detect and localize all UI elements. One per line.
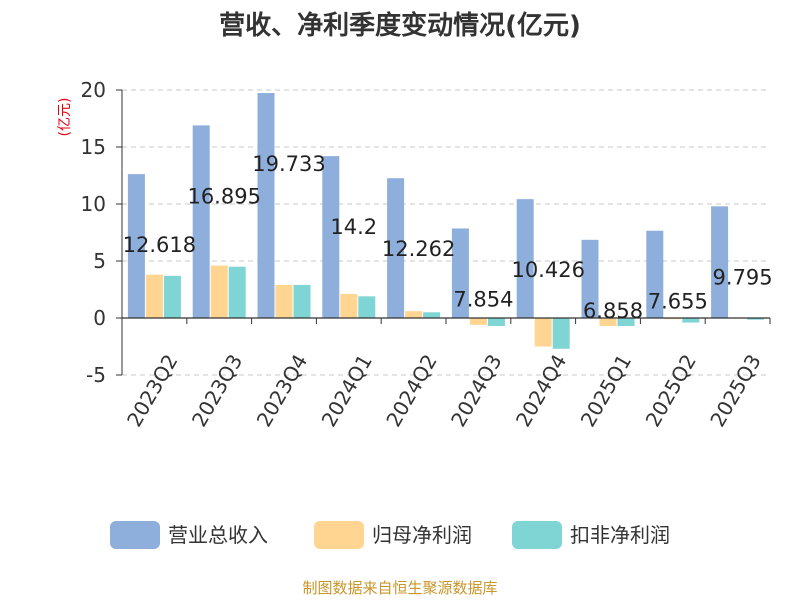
data-label: 9.795 xyxy=(713,265,773,289)
bar-2 xyxy=(534,318,552,347)
bar-1 xyxy=(257,93,275,319)
data-label: 14.2 xyxy=(330,215,377,239)
data-label: 7.854 xyxy=(453,287,513,311)
bar-3 xyxy=(293,284,311,318)
data-label: 16.895 xyxy=(187,184,260,208)
data-label: 12.618 xyxy=(123,233,196,257)
bar-3 xyxy=(163,275,181,318)
legend-label: 营业总收入 xyxy=(168,523,268,547)
bar-3 xyxy=(552,318,570,349)
bars xyxy=(127,93,765,349)
source-note: 制图数据来自恒生聚源数据库 xyxy=(302,579,497,597)
x-tick-label: 2025Q2 xyxy=(641,350,701,431)
y-tick-label: 15 xyxy=(81,135,106,159)
legend-swatch xyxy=(314,521,364,549)
y-tick-label: 20 xyxy=(81,78,106,102)
bar-1 xyxy=(516,199,534,318)
data-labels: 12.618 16.895 19.733 14.212.262 7.854 10.426 6… xyxy=(123,152,773,323)
x-tick-label: 2024Q1 xyxy=(317,350,377,431)
x-tick-label: 2024Q3 xyxy=(446,350,506,431)
bar-2 xyxy=(275,284,293,318)
y-unit-label: (亿元) xyxy=(57,98,73,137)
x-tick-label: 2023Q2 xyxy=(122,350,182,431)
bar-2 xyxy=(145,274,163,318)
bar-2 xyxy=(340,294,358,318)
bar-3 xyxy=(617,318,635,326)
legend-swatch xyxy=(512,521,562,549)
y-tick-label: 5 xyxy=(93,249,106,273)
x-tick-label: 2023Q4 xyxy=(252,350,312,431)
data-label: 7.655 xyxy=(648,290,708,314)
bar-1 xyxy=(127,174,145,318)
grid-lines xyxy=(116,89,770,376)
x-tick-label: 2025Q1 xyxy=(576,350,636,431)
bar-1 xyxy=(192,125,210,318)
bar-2 xyxy=(469,318,487,325)
x-axis xyxy=(121,90,771,375)
bar-2 xyxy=(599,318,617,326)
bar-1 xyxy=(646,230,664,318)
bar-3 xyxy=(682,318,700,323)
x-tick-label: 2024Q4 xyxy=(511,350,571,431)
bar-1 xyxy=(322,156,340,318)
bar-2 xyxy=(210,265,228,318)
x-tick-label: 2024Q2 xyxy=(381,350,441,431)
bar-1 xyxy=(387,178,405,318)
bar-1 xyxy=(451,228,469,318)
data-label: 12.262 xyxy=(382,237,455,261)
y-tick-label: -5 xyxy=(86,363,106,387)
x-axis-ticks: 2023Q2 2023Q3 2023Q4 2024Q1 2024Q2 2024Q3 2024… xyxy=(122,350,766,431)
chart-title: 营收、净利季度变动情况(亿元) xyxy=(219,10,581,41)
legend-label: 扣非净利润 xyxy=(570,523,670,547)
y-tick-label: 0 xyxy=(93,306,106,330)
bar-2 xyxy=(405,311,423,318)
bar-1 xyxy=(711,206,729,318)
bar-1 xyxy=(581,239,599,318)
data-label: 6.858 xyxy=(583,299,643,323)
data-label: 10.426 xyxy=(511,258,584,282)
bar-3 xyxy=(747,318,765,320)
bar-3 xyxy=(228,266,246,318)
x-tick-label: 2023Q3 xyxy=(187,350,247,431)
y-tick-label: 10 xyxy=(81,192,106,216)
legend-label: 归母净利润 xyxy=(372,523,472,547)
data-label: 19.733 xyxy=(252,152,325,176)
bar-3 xyxy=(358,296,376,318)
legend: 营业总收入 归母净利润 扣非净利润 xyxy=(110,521,670,549)
y-axis-ticks: 20 15 10 5 0 -5 xyxy=(81,78,106,387)
bar-3 xyxy=(423,312,441,318)
bar-3 xyxy=(487,318,505,326)
legend-swatch xyxy=(110,521,160,549)
x-tick-label: 2025Q3 xyxy=(705,350,765,431)
